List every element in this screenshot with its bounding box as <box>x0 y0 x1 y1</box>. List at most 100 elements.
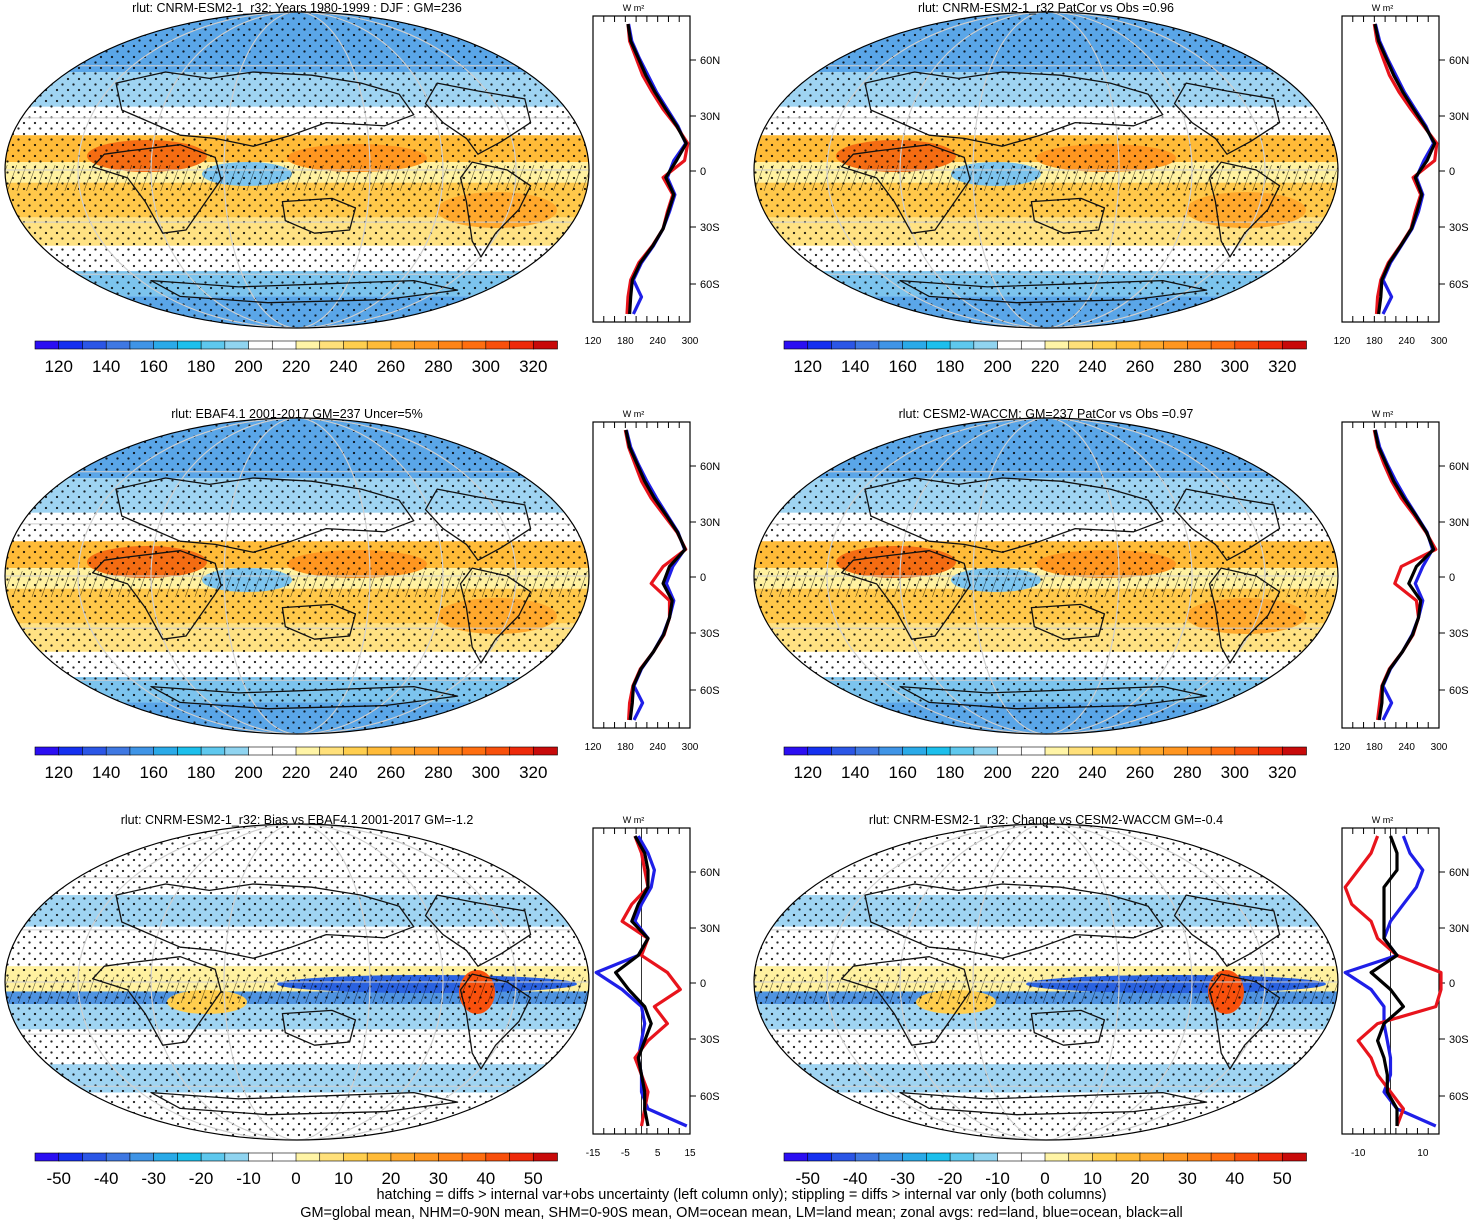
colorbar-label: 20 <box>1130 1169 1149 1188</box>
coastline <box>899 1091 1208 1116</box>
map-fill <box>5 12 589 328</box>
colorbar-swatch <box>1068 340 1094 350</box>
colorbar-swatch <box>1163 746 1189 756</box>
colorbar-swatch <box>177 340 202 350</box>
colorbar-swatch <box>973 1152 999 1162</box>
map-title: rlut: CNRM-ESM2-1_r32 PatCor vs Obs =0.9… <box>918 1 1174 15</box>
colorbar-label: 160 <box>888 763 916 782</box>
colorbar-swatch <box>82 1152 107 1162</box>
colorbar-swatch <box>224 340 250 350</box>
colorbar-label: 140 <box>92 763 120 782</box>
map-panel-0: rlut: CNRM-ESM2-1_r32: Years 1980-1999 :… <box>4 1 590 329</box>
colorbar-label: -30 <box>141 1169 166 1188</box>
colorbar-swatch <box>319 746 345 756</box>
colorbar-4: -50 -40 -30 -20 -10 0 10 20 30 40 50 <box>34 1152 558 1188</box>
colorbar-swatch <box>129 340 155 350</box>
zonal-line-all <box>613 835 653 1127</box>
coastline <box>1208 567 1281 664</box>
zonal-line-all <box>1369 835 1406 1126</box>
xtick-label: -5 <box>621 1148 630 1159</box>
xtick-label: 5 <box>655 1148 661 1159</box>
lat-label: 0 <box>700 978 706 990</box>
coastline <box>459 161 532 258</box>
colorbar-label: 320 <box>1268 357 1296 376</box>
colorbar-label: 200 <box>983 357 1011 376</box>
zonal-plot-0: W m² 60N 30N 0 30S 60S 120 180 240 300 <box>585 3 721 347</box>
colorbar-label: 280 <box>1173 763 1201 782</box>
map-border <box>4 823 590 1141</box>
colorbar-swatch <box>902 340 928 350</box>
colorbar-swatch <box>1210 1152 1236 1162</box>
colorbar-swatch <box>177 1152 202 1162</box>
map-panel-5: rlut: CNRM-ESM2-1_r32: Change vs CESM2-W… <box>753 813 1339 1141</box>
coastline <box>1173 894 1281 967</box>
graticule-lon <box>826 12 1266 328</box>
colorbar-swatch <box>248 340 274 350</box>
graticule-lon <box>77 12 517 328</box>
coastline <box>864 477 1164 553</box>
colorbar-label: 260 <box>377 763 405 782</box>
colorbar-swatch <box>1020 340 1046 350</box>
colorbar-label: 160 <box>139 763 167 782</box>
colorbar-swatch <box>878 340 904 350</box>
units-label: W m² <box>623 409 645 419</box>
coastline <box>1173 488 1281 561</box>
lat-label: 30N <box>700 517 720 529</box>
colorbar-swatch <box>295 746 321 756</box>
coastline <box>281 1009 357 1046</box>
colorbar-label: 240 <box>1078 763 1106 782</box>
graticule-lon <box>223 824 371 1140</box>
colorbar-label: 50 <box>1273 1169 1292 1188</box>
colorbar-swatch <box>926 340 951 350</box>
coastline <box>1208 161 1281 258</box>
colorbar-2: 120 140 160 180 200 220 240 260 280 300 320 <box>34 746 558 782</box>
zonal-line-land <box>623 429 688 721</box>
map-fill <box>754 418 1338 734</box>
coastline <box>459 567 532 664</box>
coastline <box>864 71 1164 147</box>
zonal-line-all <box>1373 23 1437 315</box>
colorbar-swatch <box>854 340 880 350</box>
colorbar-label: 300 <box>472 357 500 376</box>
colorbar-swatch <box>997 1152 1023 1162</box>
colorbar-label: 240 <box>329 763 357 782</box>
graticule-lon <box>899 824 1193 1140</box>
graticule-lon <box>77 418 517 734</box>
colorbar-label: 120 <box>794 357 822 376</box>
zonal-line-all <box>626 23 688 315</box>
colorbar-swatch <box>1139 746 1165 756</box>
graticule-lon <box>223 418 371 734</box>
map-panel-4: rlut: CNRM-ESM2-1_r32: Bias vs EBAF4.1 2… <box>4 813 590 1141</box>
colorbar-swatch <box>854 746 880 756</box>
colorbar-label: 120 <box>794 763 822 782</box>
colorbar-swatch <box>485 1152 511 1162</box>
colorbar-swatch <box>831 1152 856 1162</box>
colorbar-label: 220 <box>282 357 310 376</box>
colorbar-swatch <box>831 746 856 756</box>
coastline <box>1030 603 1106 640</box>
lat-label: 0 <box>1449 978 1455 990</box>
colorbar-swatch <box>224 746 250 756</box>
colorbar-swatch <box>532 746 558 756</box>
lat-label: 30N <box>700 111 720 123</box>
colorbar-label: 320 <box>1268 763 1296 782</box>
lat-label: 60N <box>700 461 720 473</box>
colorbar-swatch <box>129 746 155 756</box>
colorbar-label: 140 <box>841 357 869 376</box>
colorbar-swatch <box>902 1152 928 1162</box>
colorbar-0: 120 140 160 180 200 220 240 260 280 300 320 <box>34 340 558 376</box>
colorbar-swatch <box>200 1152 226 1162</box>
coastline <box>91 956 222 1046</box>
zonal-line-ocean <box>1373 429 1435 721</box>
coastline <box>150 1091 459 1116</box>
footer-line-2: GM=global mean, NHM=0-90N mean, SHM=0-90… <box>300 1205 1183 1221</box>
coastline <box>281 197 357 234</box>
colorbar-swatch <box>1068 746 1094 756</box>
colorbar-swatch <box>997 746 1023 756</box>
coastline <box>91 144 222 234</box>
zonal-line-ocean <box>1343 835 1437 1128</box>
coastline <box>115 883 415 959</box>
colorbar-label: -50 <box>795 1169 820 1188</box>
colorbar-swatch <box>1258 746 1284 756</box>
colorbar-swatch <box>82 340 107 350</box>
